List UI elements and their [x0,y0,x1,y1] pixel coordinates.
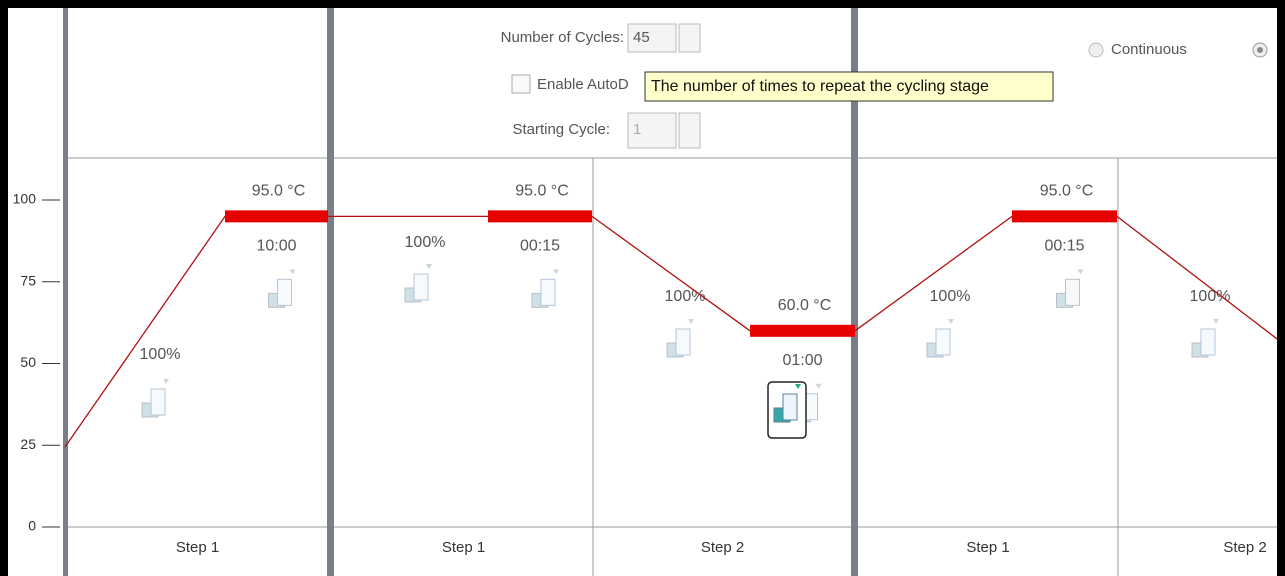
ramp-label: 100% [140,346,181,363]
hold-bar [488,210,592,222]
cycles-spinner[interactable] [679,24,700,52]
icon-doc [1201,329,1215,355]
frame [0,0,8,576]
y-tick-label: 50 [20,354,36,370]
icon-doc [541,279,555,305]
ramp-label: 100% [930,288,971,305]
starting-cycle-value: 1 [633,121,641,138]
starting-cycle-spinner[interactable] [679,113,700,148]
autodelta-checkbox[interactable] [512,75,530,93]
frame [0,0,1285,8]
step-label: Step 1 [966,539,1009,556]
ramp-label: 100% [405,234,446,251]
ramp-label: 100% [665,288,706,305]
temperature-label: 95.0 °C [515,183,569,200]
step-label: Step 1 [442,539,485,556]
temperature-label: 95.0 °C [1040,183,1094,200]
icon-doc [414,274,428,300]
cycles-value: 45 [633,29,650,46]
temperature-label: 95.0 °C [252,183,306,200]
hold-time: 10:00 [256,238,296,255]
protocol-editor: Number of Cycles: 45 Enable AutoD The nu… [0,0,1285,576]
y-tick-label: 75 [20,272,36,288]
stage-divider [63,0,68,576]
step-label: Step 2 [1223,539,1266,556]
y-tick-label: 100 [13,191,37,207]
y-tick-label: 0 [28,518,36,534]
icon-doc [151,389,165,415]
cycles-label: Number of Cycles: [501,29,624,46]
tooltip-text: The number of times to repeat the cyclin… [651,78,989,95]
step-label: Step 2 [701,539,744,556]
hold-bar [225,210,328,222]
radio-dot [1257,47,1263,53]
starting-cycle-label: Starting Cycle: [512,121,610,138]
hold-time: 00:15 [1044,238,1084,255]
icon-doc [936,329,950,355]
background [0,0,1285,576]
continuous-radio[interactable] [1089,43,1103,57]
icon-doc [783,394,797,420]
hold-time: 00:15 [520,238,560,255]
icon-doc [278,279,292,305]
frame [1277,0,1285,576]
autodelta-label: Enable AutoD [537,76,629,93]
step-label: Step 1 [176,539,219,556]
data-collection-icon [768,382,806,438]
y-tick-label: 25 [20,436,36,452]
temperature-label: 60.0 °C [778,297,832,314]
stage-divider [327,0,334,576]
hold-bar [750,325,855,337]
ramp-label: 100% [1190,288,1231,305]
icon-doc [1066,279,1080,305]
hold-bar [1012,210,1117,222]
icon-doc [676,329,690,355]
hold-time: 01:00 [782,352,822,369]
continuous-label: Continuous [1111,41,1187,58]
